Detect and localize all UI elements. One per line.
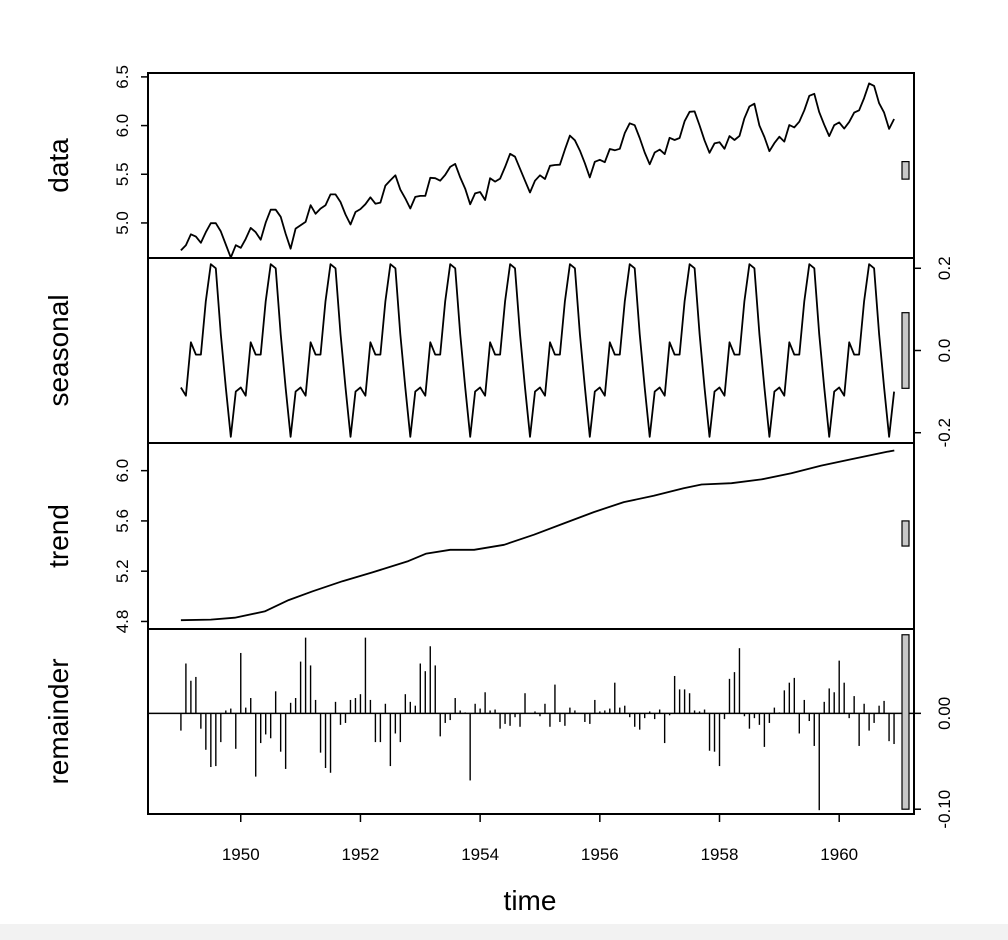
seasonal-range-bar	[901, 312, 910, 389]
data-y-tick-label: 6.5	[113, 65, 132, 89]
seasonal-y-tick-label: -0.2	[935, 418, 954, 447]
data-series-line	[180, 82, 895, 259]
x-tick-label: 1956	[581, 845, 619, 864]
trend-range-bar	[901, 520, 910, 547]
bottom-strip	[0, 924, 1008, 940]
panel-label-seasonal: seasonal	[43, 294, 74, 406]
remainder-range-bar	[901, 634, 910, 810]
x-axis-title: time	[504, 885, 557, 916]
data-y-tick-label: 5.0	[113, 211, 132, 235]
x-tick-label: 1960	[820, 845, 858, 864]
data-y-tick-label: 6.0	[113, 114, 132, 138]
trend-series-line	[180, 449, 895, 622]
panel-label-remainder: remainder	[43, 658, 74, 784]
data-y-tick-label: 5.5	[113, 162, 132, 186]
trend-y-tick-label: 5.6	[113, 509, 132, 533]
x-tick-label: 1952	[342, 845, 380, 864]
trend-y-tick-label: 4.8	[113, 610, 132, 634]
remainder-y-tick-label: 0.00	[935, 697, 954, 730]
seasonal-y-tick-label: 0.2	[935, 256, 954, 280]
seasonal-y-tick-label: 0.0	[935, 339, 954, 363]
panel-frame-remainder	[147, 628, 915, 815]
trend-y-tick-label: 6.0	[113, 459, 132, 483]
x-tick-label: 1958	[701, 845, 739, 864]
panel-label-trend: trend	[43, 504, 74, 568]
remainder-y-tick-label: -0.10	[935, 790, 954, 829]
panel-label-data: data	[43, 138, 74, 193]
trend-y-tick-label: 5.2	[113, 559, 132, 583]
data-range-bar	[901, 161, 910, 180]
x-tick-label: 1950	[222, 845, 260, 864]
seasonal-series-line	[180, 263, 895, 438]
x-tick-label: 1954	[461, 845, 499, 864]
